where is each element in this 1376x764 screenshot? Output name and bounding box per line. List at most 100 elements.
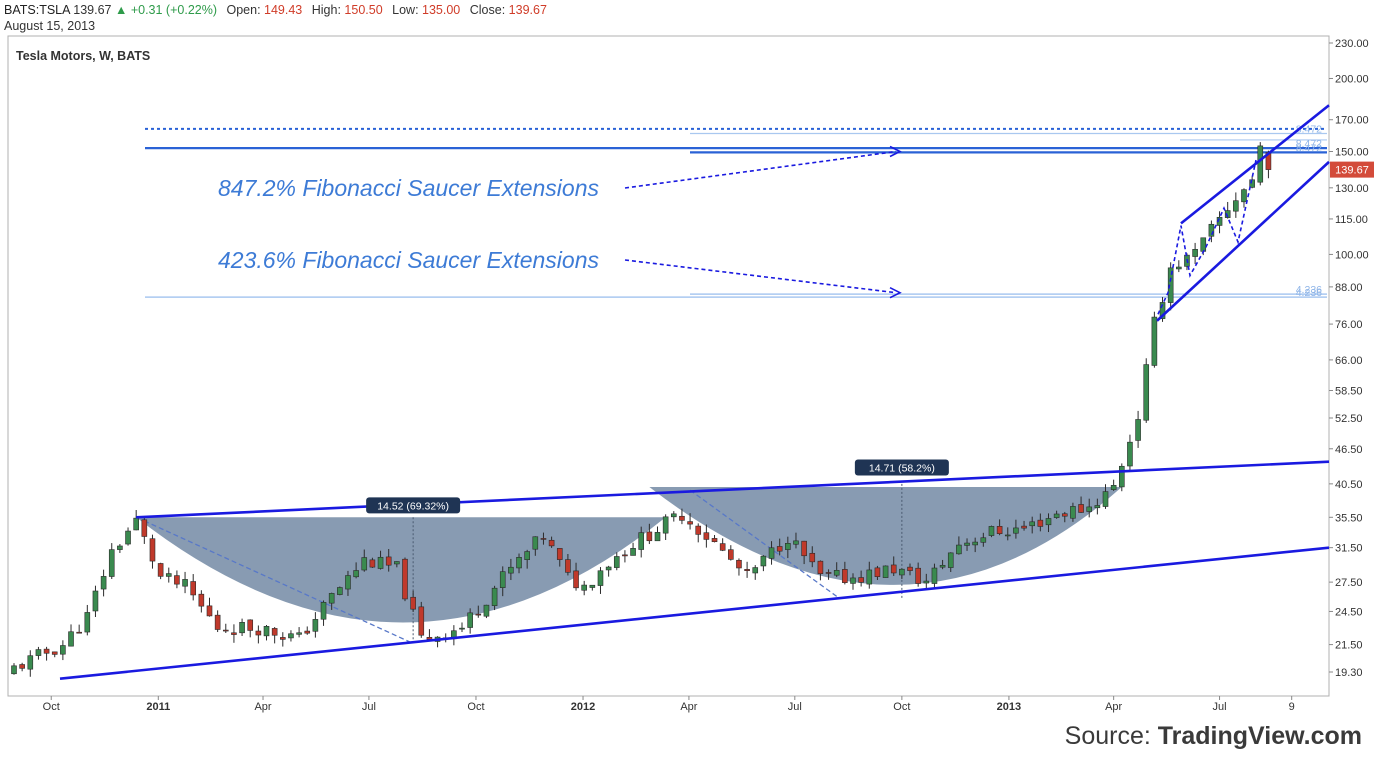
close-value: 139.67 bbox=[508, 3, 547, 17]
candle bbox=[785, 536, 791, 559]
candle-body bbox=[785, 543, 791, 550]
y-tick-label: 130.00 bbox=[1335, 183, 1369, 195]
candle-body bbox=[157, 563, 164, 577]
candle bbox=[475, 605, 482, 618]
candle-body bbox=[833, 570, 840, 576]
annotation-layer: 14.52 (69.32%) 14.71 (58.2%) 847.2% Fibona… bbox=[218, 145, 949, 514]
candle-body bbox=[1118, 465, 1125, 488]
candle bbox=[548, 536, 555, 548]
open-value: 149.43 bbox=[264, 3, 303, 17]
candle-body bbox=[1143, 364, 1150, 421]
candle-body bbox=[361, 557, 368, 571]
candle-body bbox=[695, 525, 702, 535]
last-price-tag-box bbox=[1330, 161, 1374, 178]
candle bbox=[516, 553, 522, 574]
candle-body bbox=[1037, 519, 1044, 527]
candle-body bbox=[899, 568, 905, 576]
candle-body bbox=[1053, 513, 1060, 518]
y-tick-label: 230.00 bbox=[1335, 38, 1369, 50]
candle bbox=[630, 542, 636, 556]
candle-body bbox=[956, 544, 962, 555]
y-tick-label: 76.00 bbox=[1335, 319, 1363, 331]
candle bbox=[776, 538, 783, 556]
candle-body bbox=[206, 605, 213, 617]
candle-body bbox=[304, 630, 311, 634]
candle-body bbox=[1151, 316, 1158, 366]
candle bbox=[100, 569, 107, 597]
candle bbox=[402, 557, 408, 602]
candle-body bbox=[972, 541, 978, 546]
candle-body bbox=[711, 538, 718, 543]
candle-body bbox=[622, 554, 628, 557]
zigzag-dashed bbox=[1157, 159, 1257, 315]
candle-body bbox=[646, 531, 653, 542]
candle bbox=[638, 526, 645, 558]
candle bbox=[222, 623, 229, 634]
x-tick-label: Oct bbox=[893, 701, 910, 713]
x-tick-label: Jul bbox=[1213, 701, 1227, 713]
candle-body bbox=[1045, 518, 1052, 526]
candle bbox=[499, 566, 506, 597]
candle bbox=[923, 573, 930, 589]
candle bbox=[508, 558, 514, 581]
candle-body bbox=[793, 540, 799, 545]
candle-body bbox=[418, 606, 425, 636]
candle-body bbox=[19, 664, 25, 669]
candle bbox=[92, 585, 99, 618]
candle-body bbox=[1192, 249, 1198, 257]
symbol-header: BATS:TSLA 139.67 ▲ +0.31 (+0.22%) Open: … bbox=[4, 2, 547, 34]
candle bbox=[1151, 311, 1158, 368]
candle bbox=[589, 584, 596, 591]
candle-body bbox=[980, 537, 987, 543]
y-tick-label: 150.00 bbox=[1335, 147, 1369, 159]
candle-body bbox=[1029, 521, 1035, 527]
candle-body bbox=[149, 538, 156, 562]
candle-body bbox=[752, 567, 759, 574]
candle bbox=[573, 562, 579, 591]
candle-body bbox=[630, 548, 636, 556]
candle-body bbox=[280, 637, 286, 640]
candle-body bbox=[516, 557, 522, 569]
candle bbox=[361, 549, 368, 572]
candle-body bbox=[540, 538, 547, 540]
y-tick-label: 52.50 bbox=[1335, 413, 1363, 425]
candle bbox=[11, 663, 17, 675]
y-tick-label: 46.50 bbox=[1335, 444, 1363, 456]
candle bbox=[157, 562, 164, 580]
candle bbox=[296, 627, 302, 638]
candle bbox=[1233, 192, 1239, 218]
candle bbox=[1037, 513, 1044, 532]
candle bbox=[328, 592, 335, 610]
candle bbox=[842, 561, 848, 585]
candle bbox=[190, 574, 197, 601]
candle bbox=[1094, 498, 1101, 515]
open-label: Open: bbox=[226, 3, 261, 17]
candle-body bbox=[125, 530, 131, 545]
candle bbox=[1118, 463, 1125, 492]
candle bbox=[825, 569, 832, 580]
saucer-2 bbox=[649, 487, 1122, 585]
candle bbox=[728, 545, 734, 561]
candle-body bbox=[345, 575, 351, 590]
candle bbox=[833, 562, 840, 578]
candle-body bbox=[35, 649, 42, 656]
candle bbox=[996, 519, 1003, 536]
candle bbox=[255, 625, 262, 644]
candle bbox=[418, 601, 425, 638]
candle bbox=[662, 514, 669, 540]
candle-body bbox=[703, 532, 710, 540]
candle bbox=[60, 640, 66, 661]
candle-body bbox=[1078, 504, 1084, 513]
candle bbox=[565, 553, 571, 576]
candle-body bbox=[1159, 302, 1166, 319]
candle-body bbox=[410, 596, 416, 610]
candle-body bbox=[328, 593, 335, 604]
candle-body bbox=[459, 627, 465, 630]
candle-body bbox=[842, 569, 848, 583]
x-tick-label: Oct bbox=[43, 701, 60, 713]
candle bbox=[1110, 479, 1117, 491]
source-credit: Source: TradingView.com bbox=[1065, 722, 1362, 751]
candle-body bbox=[296, 632, 302, 635]
fib-level-label-3: 8.472 bbox=[1296, 142, 1322, 154]
